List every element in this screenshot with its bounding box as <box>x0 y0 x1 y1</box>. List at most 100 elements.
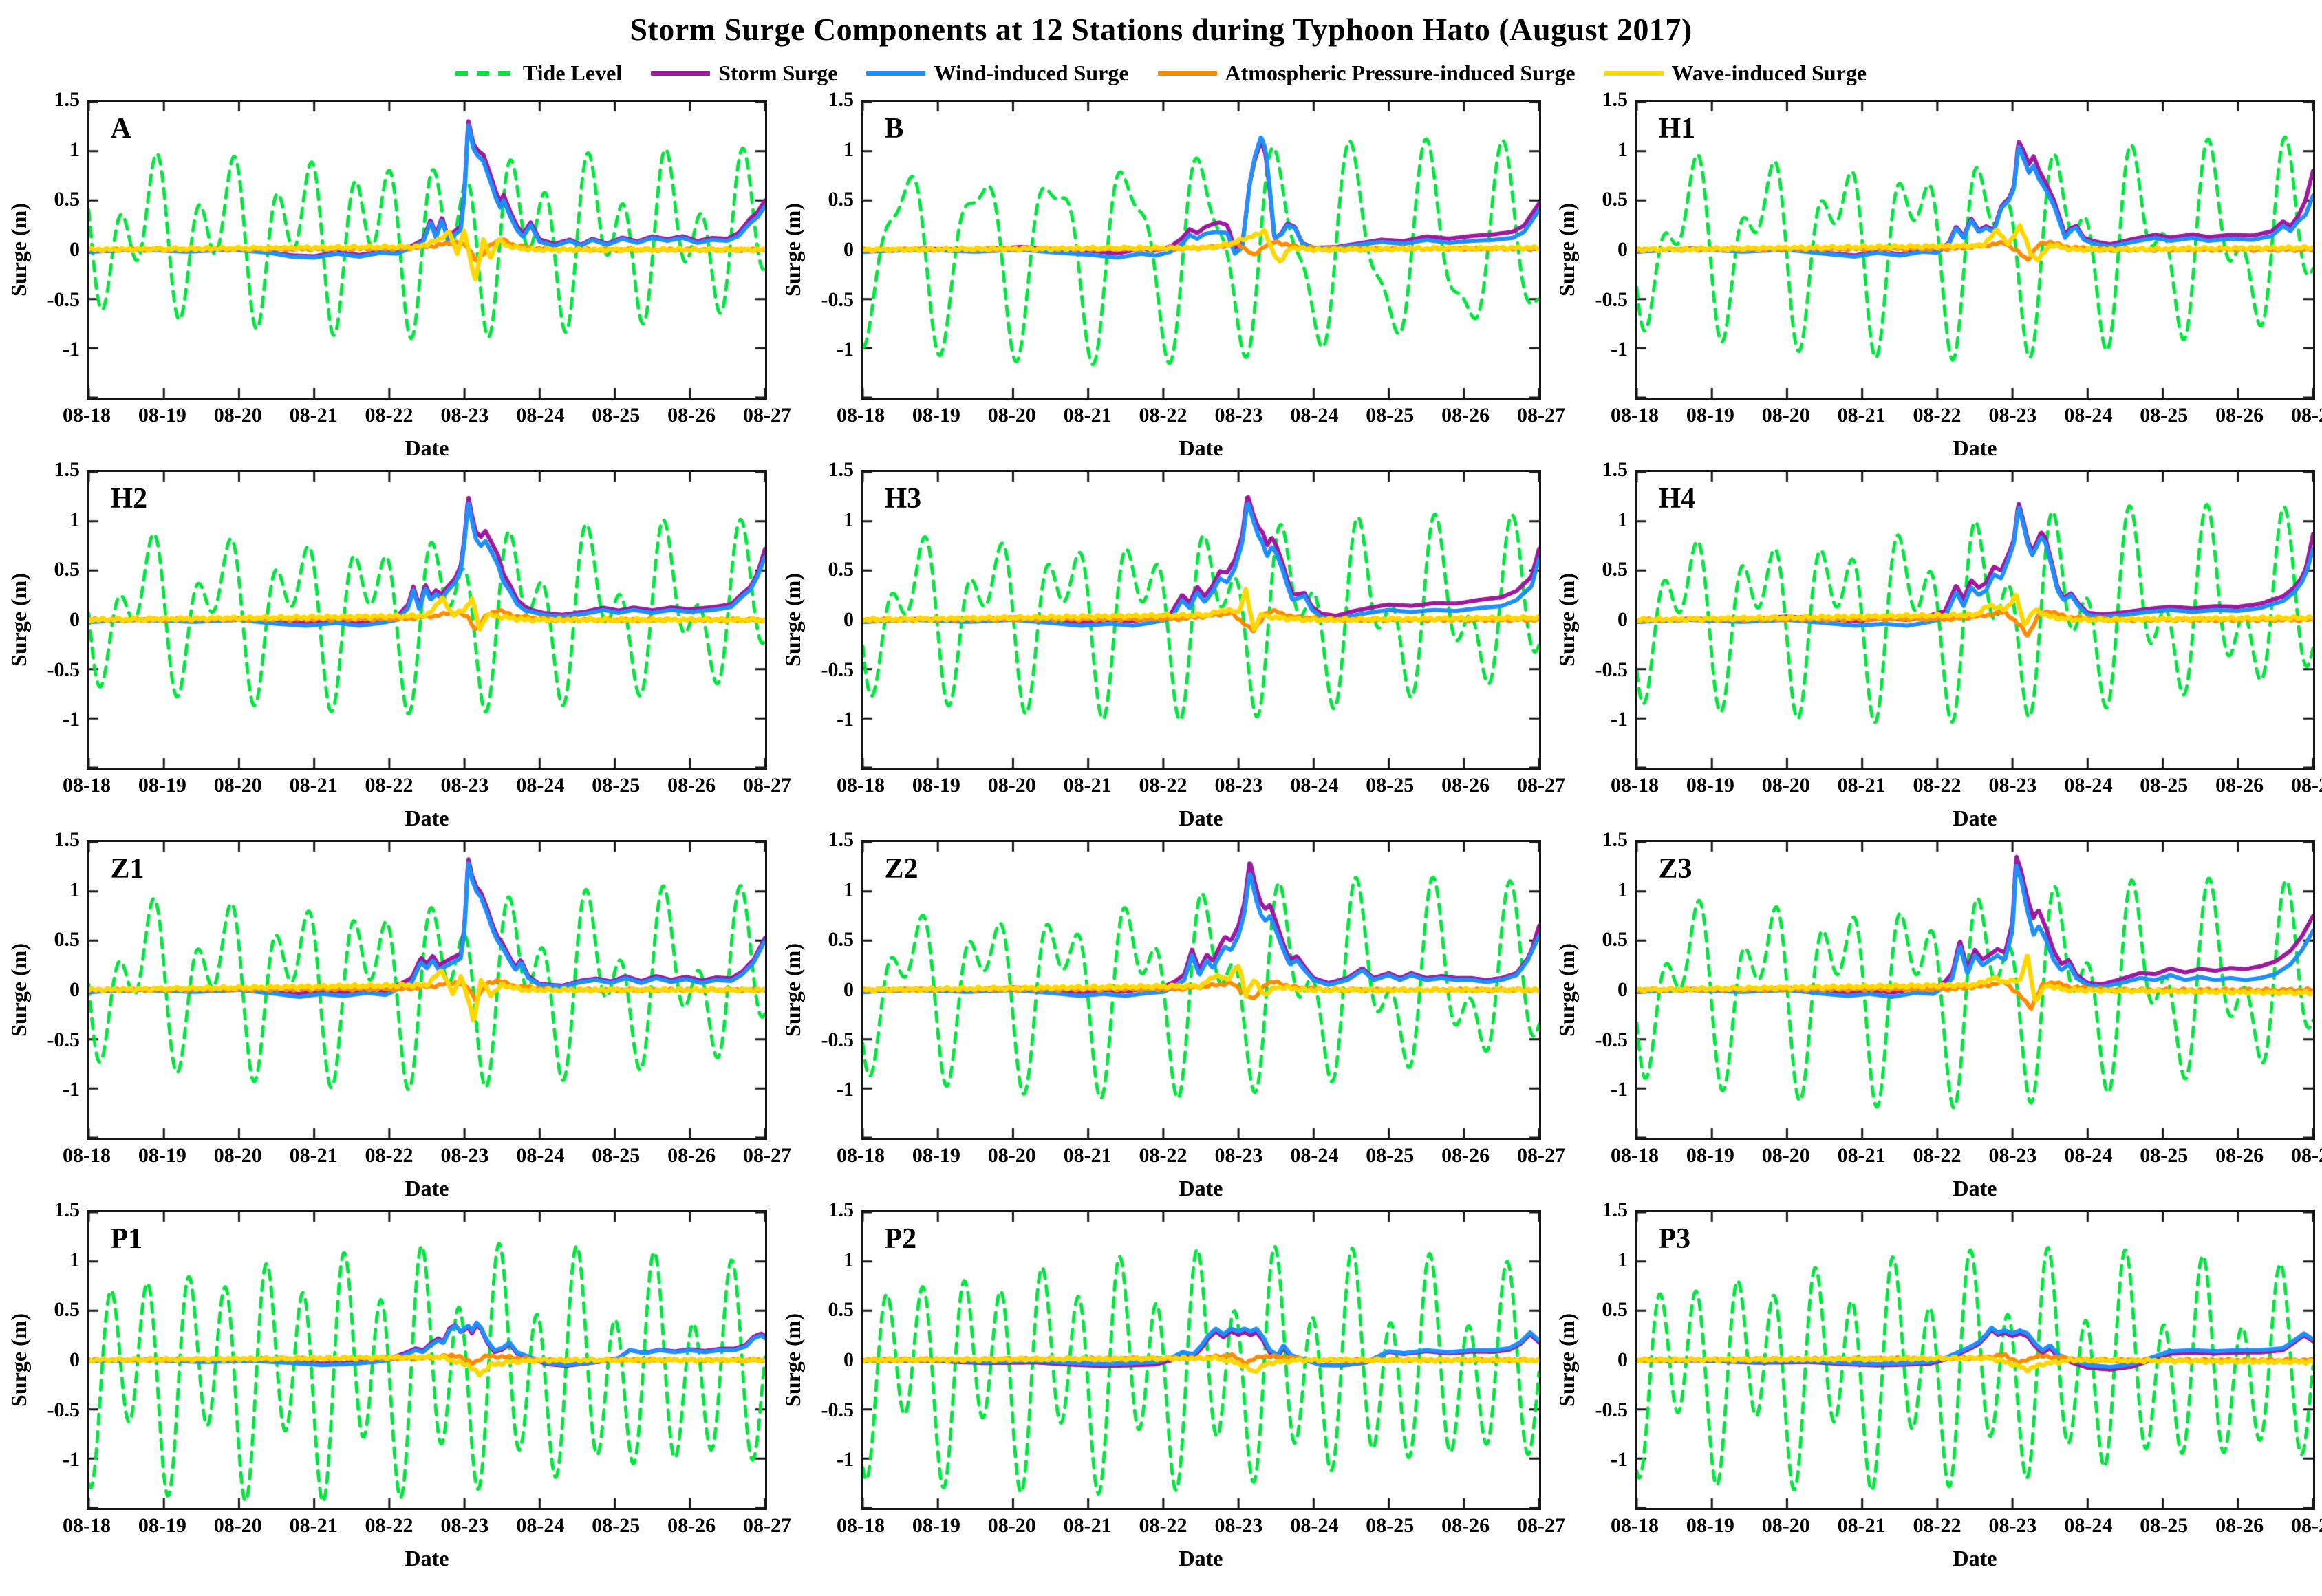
y-tick-label: -0.5 <box>47 1398 80 1421</box>
x-tick-label: 08-22 <box>1913 1514 1961 1537</box>
x-tick-labels: 08-18 08-19 08-20 08-21 08-22 08-23 08-24 08-25… <box>63 404 791 435</box>
legend-label: Wind-induced Surge <box>934 60 1129 85</box>
x-tick-label: 08-24 <box>1290 1144 1339 1167</box>
x-axis-label: Date <box>1953 435 1997 460</box>
subplot-h1: Surge (m) 1.5 1 0.5 0 -0.5 -1 H1 08-18 08-19 08… <box>1551 88 2322 463</box>
x-tick-label: 08-26 <box>1441 1144 1490 1167</box>
y-tick-label: 1.5 <box>54 458 80 481</box>
x-tick-label: 08-26 <box>1441 404 1490 427</box>
x-tick-label: 08-25 <box>592 774 641 797</box>
x-tick-label: 08-27 <box>2291 1514 2322 1537</box>
y-tick-label: 1 <box>1617 138 1628 161</box>
y-tick-label: 0 <box>843 608 854 631</box>
x-tick-label: 08-20 <box>213 1144 262 1167</box>
x-tick-label: 08-27 <box>2291 1144 2322 1167</box>
x-tick-labels: 08-18 08-19 08-20 08-21 08-22 08-23 08-24 08-25… <box>63 774 791 806</box>
legend-label: Wave-induced Surge <box>1671 60 1867 85</box>
x-tick-labels: 08-18 08-19 08-20 08-21 08-22 08-23 08-24 08-25… <box>837 404 1565 435</box>
station-label: Z3 <box>1658 853 1692 885</box>
x-tick-label: 08-25 <box>1366 774 1415 797</box>
x-tick-label: 08-22 <box>1139 1514 1187 1537</box>
y-tick-label: -1 <box>63 338 80 361</box>
y-tick-label: 0.5 <box>54 1298 80 1322</box>
x-tick-label: 08-27 <box>743 774 791 797</box>
y-tick-label: 1.5 <box>828 1198 854 1221</box>
y-tick-label: 1 <box>69 1248 80 1271</box>
x-tick-label: 08-18 <box>1611 1144 1659 1167</box>
plot-canvas <box>89 472 765 768</box>
legend-label: Storm Surge <box>718 60 838 85</box>
y-tick-label: -0.5 <box>1595 288 1628 311</box>
x-tick-label: 08-23 <box>1988 774 2037 797</box>
x-tick-label: 08-19 <box>1686 1144 1734 1167</box>
legend-item-1: Storm Surge <box>651 61 837 86</box>
x-tick-label: 08-23 <box>1988 1144 2037 1167</box>
x-tick-labels: 08-18 08-19 08-20 08-21 08-22 08-23 08-24 08-25… <box>1611 774 2322 806</box>
y-tick-label: 0.5 <box>828 928 854 951</box>
plot-box: P1 <box>87 1210 767 1510</box>
plot-box: B <box>861 100 1541 400</box>
y-tick-label: 1 <box>843 878 854 901</box>
x-tick-label: 08-27 <box>743 1514 791 1537</box>
station-label: P3 <box>1658 1223 1691 1255</box>
x-tick-label: 08-26 <box>1441 1514 1490 1537</box>
y-tick-label: 0 <box>69 1348 80 1371</box>
x-tick-label: 08-26 <box>1441 774 1490 797</box>
y-tick-label: -1 <box>837 1448 854 1471</box>
legend-item-2: Wind-induced Surge <box>866 60 1129 86</box>
x-tick-label: 08-19 <box>138 1514 186 1537</box>
x-tick-label: 08-23 <box>1988 404 2037 427</box>
y-tick-label: 1.5 <box>828 828 854 851</box>
x-tick-label: 08-21 <box>1837 404 1886 427</box>
x-tick-label: 08-20 <box>987 774 1036 797</box>
y-tick-label: 1 <box>1617 878 1628 901</box>
x-tick-label: 08-25 <box>592 1514 641 1537</box>
subplot-z1: Surge (m) 1.5 1 0.5 0 -0.5 -1 Z1 08-18 08-19 08… <box>3 828 792 1203</box>
y-tick-label: 1.5 <box>54 88 80 111</box>
y-tick-label: 0.5 <box>54 928 80 951</box>
x-tick-label: 08-22 <box>1139 404 1187 427</box>
x-tick-label: 08-22 <box>365 774 413 797</box>
x-tick-label: 08-24 <box>1290 1514 1339 1537</box>
y-tick-labels: 1.5 1 0.5 0 -0.5 -1 <box>34 828 87 1140</box>
y-tick-label: 1.5 <box>1602 88 1628 111</box>
y-tick-label: 0.5 <box>828 558 854 581</box>
y-tick-label: 0 <box>1617 608 1628 631</box>
x-tick-label: 08-20 <box>213 1514 262 1537</box>
y-tick-label: -0.5 <box>821 288 854 311</box>
x-tick-labels: 08-18 08-19 08-20 08-21 08-22 08-23 08-24 08-25… <box>837 774 1565 806</box>
x-tick-label: 08-26 <box>667 774 716 797</box>
x-tick-label: 08-27 <box>2291 774 2322 797</box>
x-axis-label: Date <box>1179 435 1223 460</box>
x-tick-label: 08-19 <box>1686 774 1734 797</box>
x-tick-label: 08-20 <box>987 1144 1036 1167</box>
y-tick-label: -0.5 <box>821 658 854 681</box>
y-axis-label: Surge (m) <box>1554 1313 1579 1407</box>
x-tick-label: 08-27 <box>2291 404 2322 427</box>
plot-box: H3 <box>861 470 1541 770</box>
x-tick-label: 08-25 <box>2140 774 2189 797</box>
station-label: B <box>884 113 904 145</box>
y-tick-label: -1 <box>1611 338 1628 361</box>
y-tick-label: 0.5 <box>1602 928 1628 951</box>
y-tick-label: 0.5 <box>828 1298 854 1322</box>
y-tick-labels: 1.5 1 0.5 0 -0.5 -1 <box>808 88 861 400</box>
y-tick-label: 0 <box>1617 1348 1628 1371</box>
x-axis-label: Date <box>405 1546 449 1571</box>
y-tick-label: -0.5 <box>821 1398 854 1421</box>
x-tick-label: 08-19 <box>138 404 186 427</box>
x-tick-label: 08-27 <box>1517 774 1565 797</box>
plot-box: P2 <box>861 1210 1541 1510</box>
y-tick-label: 1.5 <box>828 458 854 481</box>
x-tick-label: 08-21 <box>1837 774 1886 797</box>
station-label: H1 <box>1658 113 1696 145</box>
x-tick-label: 08-19 <box>912 774 960 797</box>
x-tick-label: 08-23 <box>1214 404 1263 427</box>
x-axis-label: Date <box>1953 1546 1997 1571</box>
x-tick-label: 08-21 <box>1063 1514 1112 1537</box>
x-tick-label: 08-21 <box>1063 1144 1112 1167</box>
x-axis-label: Date <box>405 806 449 830</box>
y-tick-label: 1.5 <box>1602 458 1628 481</box>
y-tick-labels: 1.5 1 0.5 0 -0.5 -1 <box>34 88 87 400</box>
